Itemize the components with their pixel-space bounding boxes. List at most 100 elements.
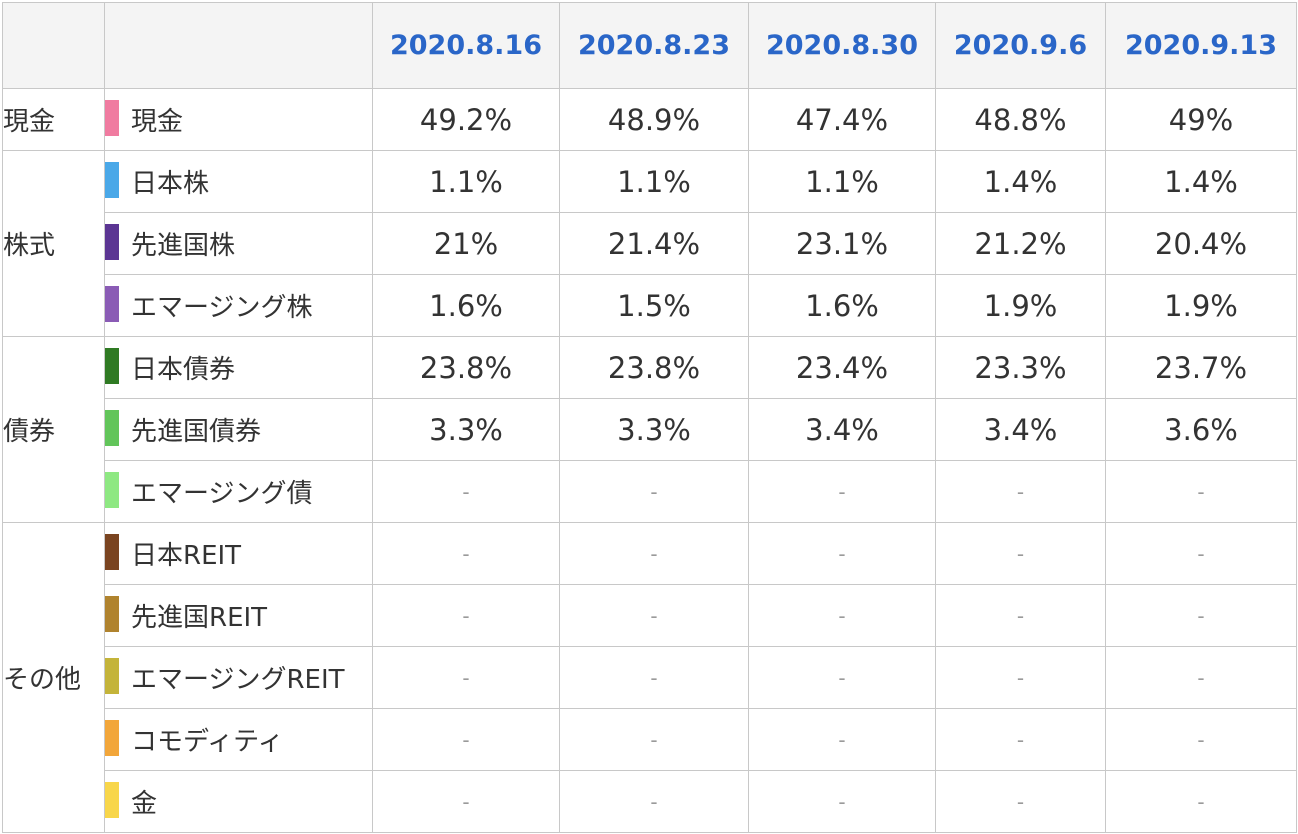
value-cell: - [559,584,749,647]
value-cell: 1.4% [1105,150,1297,213]
value-cell: 1.1% [559,150,749,213]
table-row: 現金 現金 49.2% 48.9% 47.4% 48.8% 49% [2,88,1297,151]
value-cell: - [748,460,936,523]
header-date: 2020.8.30 [748,2,936,89]
value-cell: - [748,522,936,585]
value-cell: - [1105,584,1297,647]
value-cell: - [748,646,936,709]
value-cell: 23.8% [372,336,560,399]
value-cell: - [559,770,749,833]
value-cell: 3.6% [1105,398,1297,461]
asset-cell: エマージングREIT [104,646,373,709]
asset-cell: 日本REIT [104,522,373,585]
value-cell: 1.5% [559,274,749,337]
value-cell: - [559,646,749,709]
value-cell: 1.4% [935,150,1106,213]
value-cell: 47.4% [748,88,936,151]
table-row: コモディティ - - - - - [3,708,1297,771]
asset-label: 日本債券 [131,355,236,385]
category-cell: 現金 [2,88,105,151]
asset-cell: 先進国債券 [104,398,373,461]
value-cell: 20.4% [1105,212,1297,275]
table-row: エマージング債 - - - - - [3,460,1297,523]
value-cell: - [1105,646,1297,709]
table-row: 金 - - - - - [3,770,1297,833]
color-swatch [105,471,119,508]
value-cell: - [748,708,936,771]
color-swatch [105,657,119,694]
value-cell: 23.7% [1105,336,1297,399]
value-cell: 49% [1105,88,1297,151]
table-row: エマージング株 1.6% 1.5% 1.6% 1.9% 1.9% [3,274,1297,337]
value-cell: 1.1% [748,150,936,213]
value-cell: 1.9% [935,274,1106,337]
value-cell: - [748,770,936,833]
color-swatch [105,533,119,570]
value-cell: - [372,708,560,771]
header-date: 2020.9.6 [935,2,1106,89]
asset-label: 日本株 [131,169,210,199]
color-swatch [105,223,119,260]
asset-label: エマージングREIT [131,665,345,695]
color-swatch [105,99,119,136]
value-cell: - [559,460,749,523]
value-cell: 23.4% [748,336,936,399]
value-cell: 3.4% [748,398,936,461]
value-cell: - [1105,460,1297,523]
table-body: 現金 現金 49.2% 48.9% 47.4% 48.8% 49% 株式 日本株… [2,88,1297,833]
value-cell: - [1105,770,1297,833]
value-cell: 48.9% [559,88,749,151]
asset-label: エマージング株 [131,293,313,323]
value-cell: 49.2% [372,88,560,151]
value-cell: 23.1% [748,212,936,275]
asset-cell: エマージング債 [104,460,373,523]
asset-cell: 日本債券 [104,336,373,399]
color-swatch [105,161,119,198]
value-cell: - [372,460,560,523]
value-cell: 3.3% [559,398,749,461]
value-cell: 3.3% [372,398,560,461]
table-row: 株式 日本株 1.1% 1.1% 1.1% 1.4% 1.4% [2,150,1297,337]
asset-label: 先進国株 [131,231,236,261]
value-cell: 23.8% [559,336,749,399]
value-cell: 1.6% [372,274,560,337]
table-row: 先進国債券 3.3% 3.3% 3.4% 3.4% 3.6% [3,398,1297,461]
table-row: 債券 日本債券 23.8% 23.8% 23.4% 23.3% 23.7% [2,336,1297,523]
value-cell: - [935,522,1106,585]
value-cell: - [372,646,560,709]
value-cell: - [935,460,1106,523]
asset-label: 日本REIT [131,541,242,571]
value-cell: 48.8% [935,88,1106,151]
value-cell: - [372,770,560,833]
value-cell: 21.2% [935,212,1106,275]
color-swatch [105,409,119,446]
value-cell: 21% [372,212,560,275]
header-date: 2020.9.13 [1105,2,1297,89]
value-cell: - [935,708,1106,771]
table-row: 先進国株 21% 21.4% 23.1% 21.2% 20.4% [3,212,1297,275]
value-cell: 23.3% [935,336,1106,399]
value-cell: - [748,584,936,647]
header-date: 2020.8.16 [372,2,560,89]
value-cell: - [372,584,560,647]
value-cell: - [372,522,560,585]
header-blank-category [2,2,105,89]
asset-cell: 先進国REIT [104,584,373,647]
color-swatch [105,595,119,632]
value-cell: - [935,770,1106,833]
asset-cell: エマージング株 [104,274,373,337]
asset-label: 現金 [131,107,184,137]
value-cell: 1.6% [748,274,936,337]
asset-label: 先進国REIT [131,603,268,633]
color-swatch [105,719,119,756]
color-swatch [105,347,119,384]
asset-label: 先進国債券 [131,417,262,447]
value-cell: 1.9% [1105,274,1297,337]
value-cell: - [1105,708,1297,771]
color-swatch [105,781,119,818]
value-cell: 21.4% [559,212,749,275]
table-row: 先進国REIT - - - - - [3,584,1297,647]
table-row: その他 日本REIT - - - - - [2,522,1297,833]
header-row: 2020.8.16 2020.8.23 2020.8.30 2020.9.6 2… [2,2,1297,89]
